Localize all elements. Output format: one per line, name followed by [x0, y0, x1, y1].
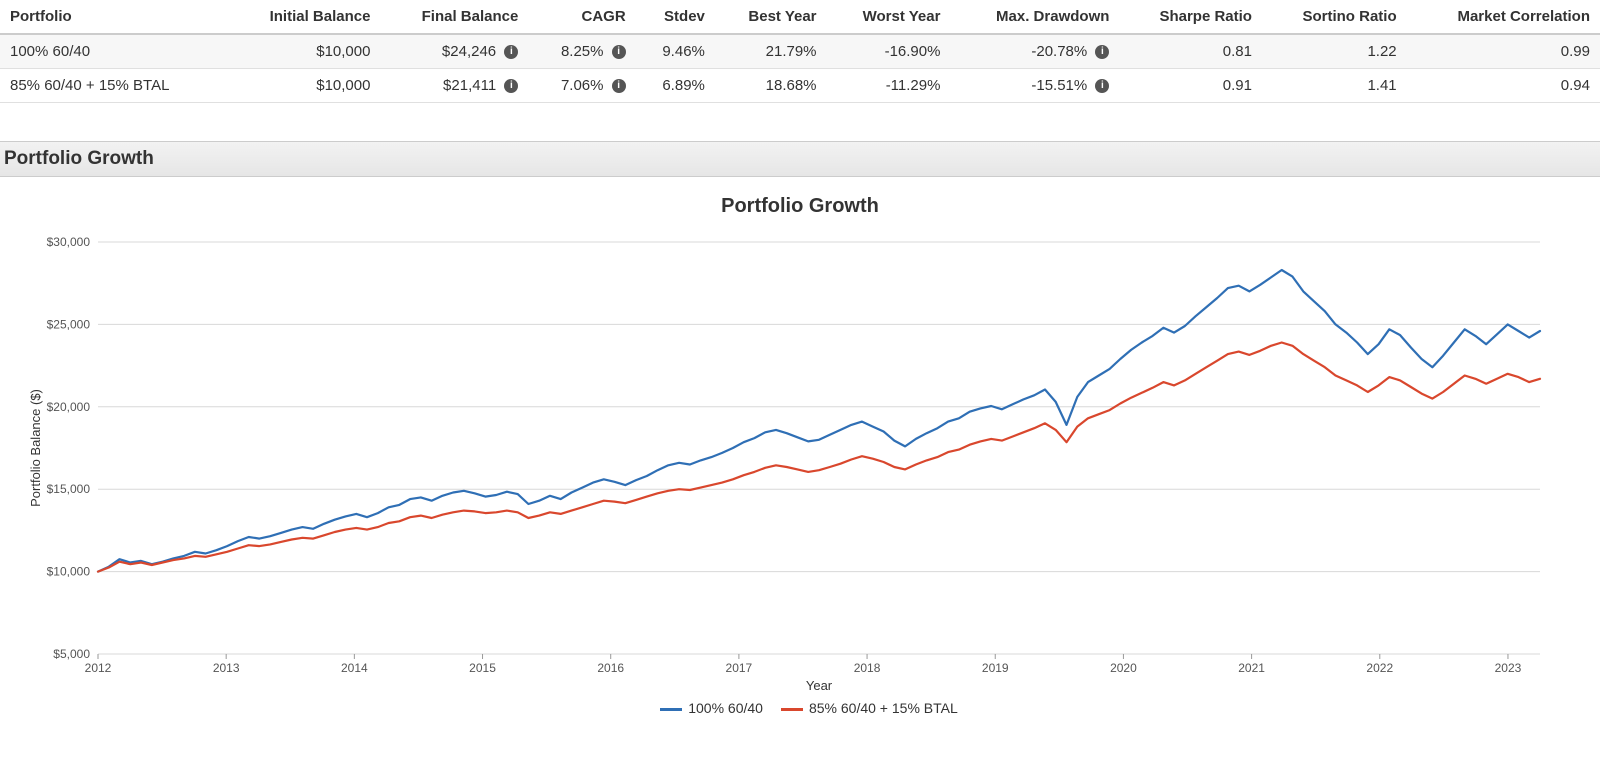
- cell: $10,000: [227, 34, 380, 69]
- cell: 85% 60/40 + 15% BTAL: [0, 69, 227, 103]
- col-6: Worst Year: [827, 0, 951, 34]
- cell: 21.79%: [715, 34, 827, 69]
- info-icon[interactable]: i: [612, 79, 626, 93]
- cell: 9.46%: [636, 34, 715, 69]
- table-body: 100% 60/40$10,000$24,246 i8.25% i9.46%21…: [0, 34, 1600, 103]
- legend-label: 100% 60/40: [688, 700, 763, 716]
- cell: -20.78% i: [950, 34, 1119, 69]
- col-3: CAGR: [528, 0, 635, 34]
- cell: $24,246 i: [380, 34, 528, 69]
- cell: 0.81: [1119, 34, 1262, 69]
- section-header: Portfolio Growth: [0, 141, 1600, 177]
- table-header-row: PortfolioInitial BalanceFinal BalanceCAG…: [0, 0, 1600, 34]
- cell: 8.25% i: [528, 34, 635, 69]
- svg-text:2023: 2023: [1495, 661, 1522, 675]
- cell: 0.99: [1407, 34, 1600, 69]
- col-7: Max. Drawdown: [950, 0, 1119, 34]
- svg-text:$5,000: $5,000: [53, 647, 90, 661]
- legend-swatch: [781, 708, 803, 711]
- spacer: [0, 103, 1600, 141]
- info-icon[interactable]: i: [1095, 79, 1109, 93]
- portfolio-growth-chart: Portfolio Growth $5,000 $10,000 $15,000 $20…: [20, 195, 1580, 716]
- svg-text:Portfolio Balance ($): Portfolio Balance ($): [28, 389, 43, 507]
- cell: -16.90%: [827, 34, 951, 69]
- table-row: 100% 60/40$10,000$24,246 i8.25% i9.46%21…: [0, 34, 1600, 69]
- portfolio-summary-table: PortfolioInitial BalanceFinal BalanceCAG…: [0, 0, 1600, 103]
- svg-text:2019: 2019: [982, 661, 1009, 675]
- col-0: Portfolio: [0, 0, 227, 34]
- svg-text:$15,000: $15,000: [47, 482, 91, 496]
- info-icon[interactable]: i: [504, 45, 518, 59]
- cell: 100% 60/40: [0, 34, 227, 69]
- svg-text:$30,000: $30,000: [47, 235, 91, 249]
- chart-legend: 100% 60/40 85% 60/40 + 15% BTAL: [20, 694, 1580, 716]
- svg-text:$10,000: $10,000: [47, 565, 91, 579]
- legend-swatch: [660, 708, 682, 711]
- cell: 1.22: [1262, 34, 1407, 69]
- cell: -11.29%: [827, 69, 951, 103]
- cell: 18.68%: [715, 69, 827, 103]
- svg-text:2013: 2013: [213, 661, 240, 675]
- col-10: Market Correlation: [1407, 0, 1600, 34]
- svg-text:$25,000: $25,000: [47, 317, 91, 331]
- svg-text:2021: 2021: [1238, 661, 1265, 675]
- col-4: Stdev: [636, 0, 715, 34]
- svg-text:2016: 2016: [597, 661, 624, 675]
- cell: 7.06% i: [528, 69, 635, 103]
- cell: 0.91: [1119, 69, 1262, 103]
- svg-text:2020: 2020: [1110, 661, 1137, 675]
- col-9: Sortino Ratio: [1262, 0, 1407, 34]
- cell: $21,411 i: [380, 69, 528, 103]
- chart-svg: $5,000 $10,000 $15,000 $20,000 $25,000 $30,00…: [20, 224, 1560, 694]
- cell: 0.94: [1407, 69, 1600, 103]
- table-row: 85% 60/40 + 15% BTAL$10,000$21,411 i7.06…: [0, 69, 1600, 103]
- info-icon[interactable]: i: [612, 45, 626, 59]
- svg-text:2017: 2017: [726, 661, 753, 675]
- cell: $10,000: [227, 69, 380, 103]
- info-icon[interactable]: i: [504, 79, 518, 93]
- col-5: Best Year: [715, 0, 827, 34]
- legend-label: 85% 60/40 + 15% BTAL: [809, 700, 958, 716]
- svg-text:$20,000: $20,000: [47, 400, 91, 414]
- col-8: Sharpe Ratio: [1119, 0, 1262, 34]
- svg-text:2022: 2022: [1366, 661, 1393, 675]
- cell: -15.51% i: [950, 69, 1119, 103]
- svg-text:Year: Year: [806, 678, 833, 693]
- cell: 1.41: [1262, 69, 1407, 103]
- svg-text:2014: 2014: [341, 661, 368, 675]
- info-icon[interactable]: i: [1095, 45, 1109, 59]
- cell: 6.89%: [636, 69, 715, 103]
- col-1: Initial Balance: [227, 0, 380, 34]
- chart-title: Portfolio Growth: [20, 195, 1580, 218]
- svg-text:2012: 2012: [85, 661, 112, 675]
- svg-text:2015: 2015: [469, 661, 496, 675]
- col-2: Final Balance: [380, 0, 528, 34]
- svg-text:2018: 2018: [854, 661, 881, 675]
